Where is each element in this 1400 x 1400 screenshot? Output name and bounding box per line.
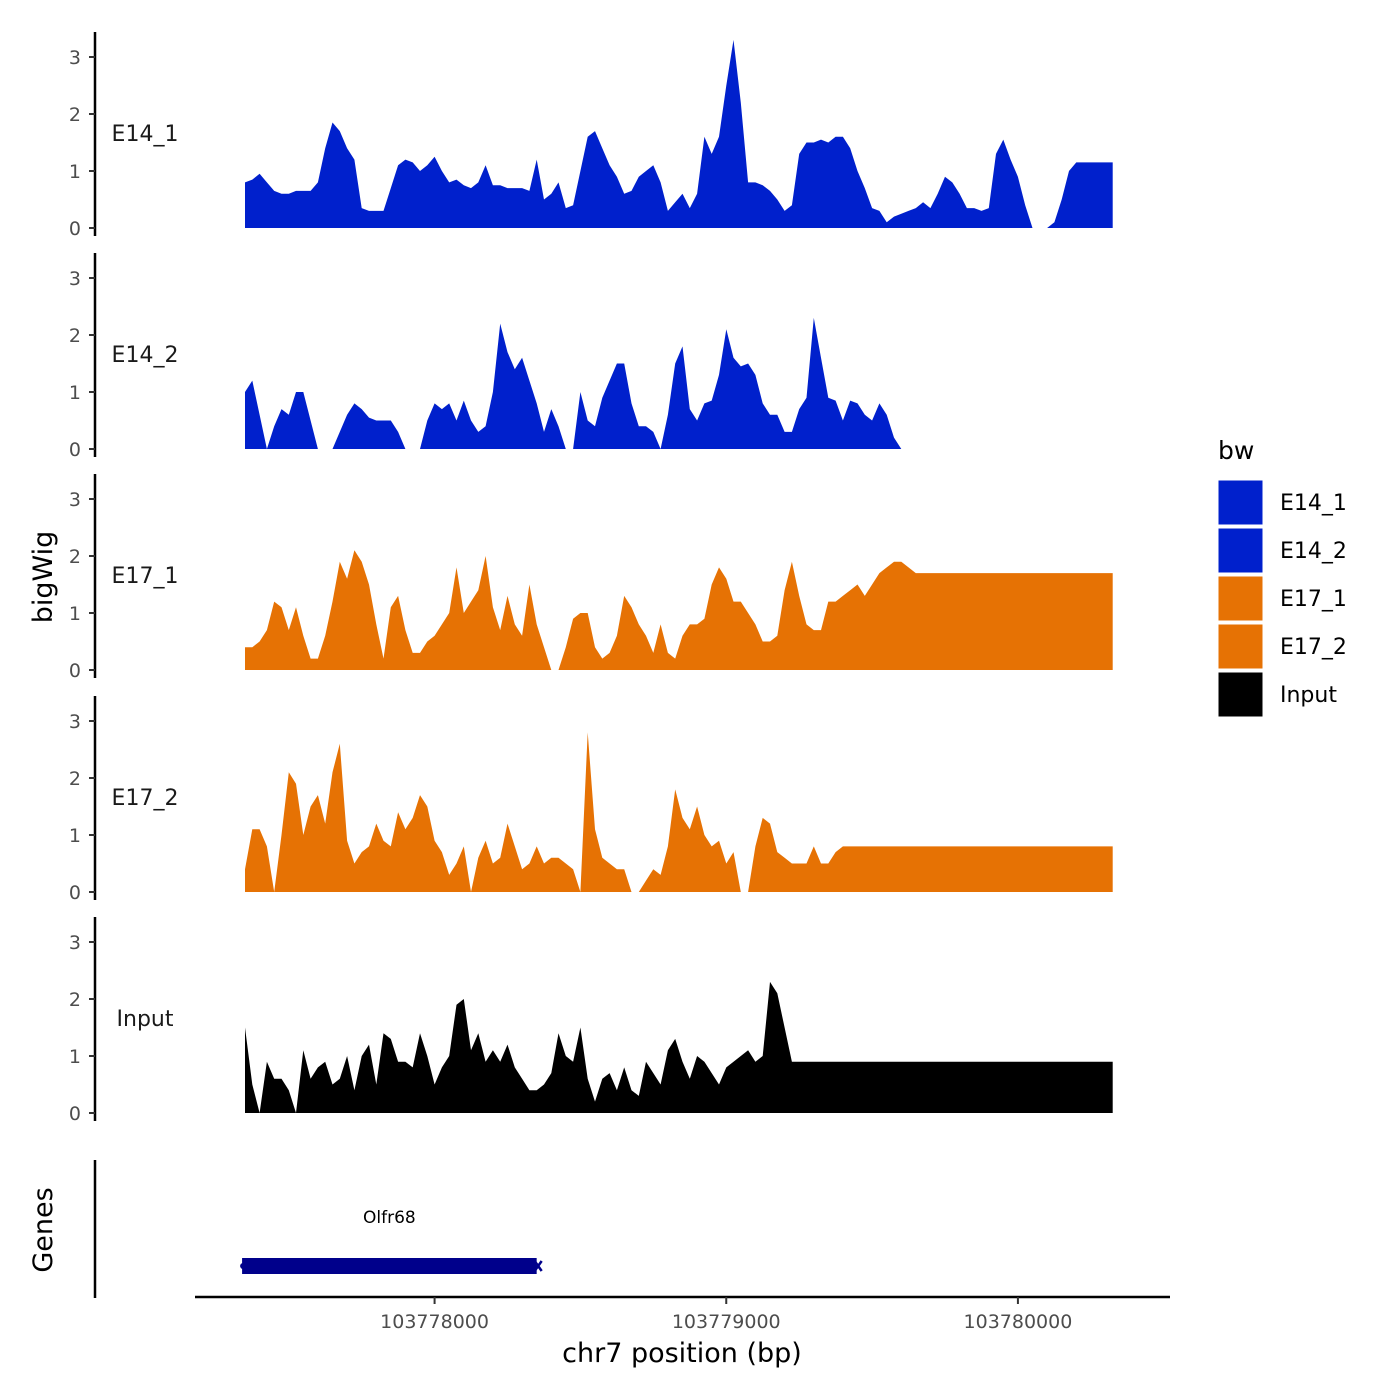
y-tick-label-Input-0: 0 (69, 1103, 81, 1125)
y-tick-label-E17_2-1: 1 (69, 825, 81, 847)
y-tick-label-E17_1-2: 2 (69, 546, 81, 568)
legend: bw E14_1 E14_2 E17_1 E17_2 Input (1217, 436, 1347, 718)
gene-body-Olfr68 (242, 1258, 537, 1274)
y-tick-label-E17_1-0: 0 (69, 660, 81, 682)
legend-swatch-E14_2 (1217, 527, 1264, 574)
track-label-E17_2: E17_2 (112, 786, 179, 811)
x-tick-label-103778000: 103778000 (380, 1311, 489, 1333)
area-Input (245, 981, 1113, 1113)
track-E17_1: 0 1 2 3 E17_1 (69, 474, 1113, 682)
y-tick-label-E14_1-2: 2 (69, 104, 81, 126)
track-label-E14_1: E14_1 (112, 122, 179, 147)
gene-label-Olfr68: Olfr68 (363, 1208, 416, 1228)
track-label-Input: Input (117, 1007, 174, 1032)
legend-swatch-Input (1217, 671, 1264, 718)
legend-swatch-E14_1 (1217, 479, 1264, 526)
x-tick-label-103779000: 103779000 (672, 1311, 781, 1333)
y-tick-label-E17_1-3: 3 (69, 489, 81, 511)
track-label-E14_2: E14_2 (112, 343, 179, 368)
y-tick-label-Input-2: 2 (69, 989, 81, 1011)
y-tick-label-E14_1-1: 1 (69, 161, 81, 183)
y-tick-label-E14_2-1: 1 (69, 382, 81, 404)
legend-label-E14_1: E14_1 (1280, 491, 1347, 516)
y-tick-label-Input-3: 3 (69, 932, 81, 954)
y-tick-label-E17_2-2: 2 (69, 768, 81, 790)
legend-label-E14_2: E14_2 (1280, 539, 1347, 564)
area-E17_1 (245, 550, 1113, 670)
y-tick-label-E14_1-3: 3 (69, 47, 81, 69)
y-tick-label-E14_2-3: 3 (69, 268, 81, 290)
y-tick-label-E14_2-2: 2 (69, 325, 81, 347)
legend-label-Input: Input (1280, 683, 1337, 708)
track-E17_2: 0 1 2 3 E17_2 (69, 696, 1113, 904)
y-tick-label-E17_1-1: 1 (69, 603, 81, 625)
legend-label-E17_2: E17_2 (1280, 635, 1347, 660)
track-label-E17_1: E17_1 (112, 564, 179, 589)
track-E14_1: 0 1 2 3 E14_1 (69, 32, 1113, 240)
x-axis: 103778000 103779000 103780000 (195, 1295, 1170, 1333)
genes-axis-title: Genes (28, 1187, 59, 1272)
y-tick-label-E14_1-0: 0 (69, 218, 81, 240)
x-tick-label-103780000: 103780000 (964, 1311, 1073, 1333)
area-E14_2 (245, 317, 1113, 449)
area-E14_1 (245, 39, 1113, 229)
legend-label-E17_1: E17_1 (1280, 587, 1347, 612)
y-tick-label-Input-1: 1 (69, 1046, 81, 1068)
gene-strand-mark-Olfr68 (533, 1260, 543, 1272)
y-axis-title: bigWig (28, 531, 59, 624)
x-axis-title: chr7 position (bp) (562, 1338, 802, 1369)
legend-swatch-E17_1 (1217, 575, 1264, 622)
y-tick-label-E17_2-3: 3 (69, 711, 81, 733)
genes-track: Olfr68 (93, 1160, 543, 1298)
gene-start-mark-Olfr68 (240, 1263, 247, 1269)
track-Input: 0 1 2 3 Input (69, 917, 1113, 1125)
y-tick-label-E14_2-0: 0 (69, 439, 81, 461)
legend-swatch-E17_2 (1217, 623, 1264, 670)
track-E14_2: 0 1 2 3 E14_2 (69, 253, 1113, 461)
signal-tracks: 0 1 2 3 E14_1 0 1 2 3 E14_2 0 1 2 3 E17_1 0 1 2 3 E17_2 0 1 2 3… (69, 32, 1113, 1125)
legend-title: bw (1218, 436, 1254, 465)
area-E17_2 (245, 732, 1113, 892)
y-tick-label-E17_2-0: 0 (69, 882, 81, 904)
